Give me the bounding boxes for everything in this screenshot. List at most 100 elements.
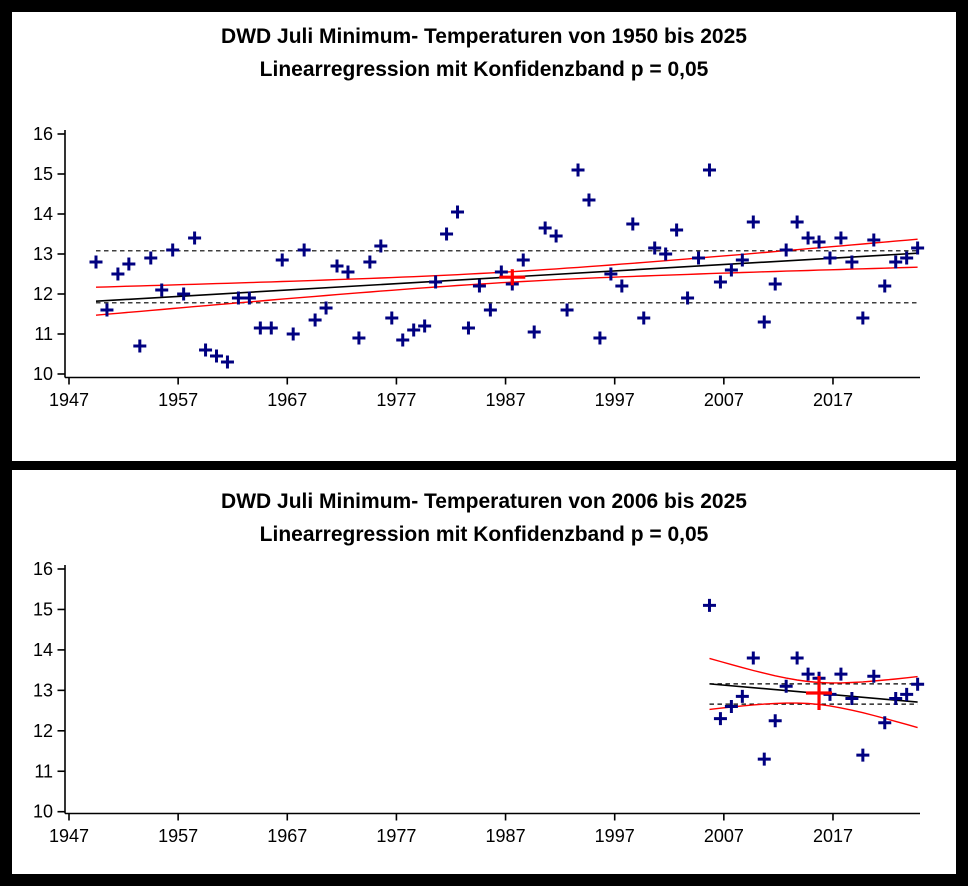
x-axis-tick-label: 1947 xyxy=(49,390,89,410)
data-point-marker xyxy=(472,279,486,293)
data-point-marker xyxy=(461,321,475,335)
data-point-marker xyxy=(166,243,180,257)
data-point-marker xyxy=(199,343,213,357)
data-point-marker xyxy=(220,355,234,369)
y-axis-tick-label: 14 xyxy=(33,204,53,224)
data-point-marker xyxy=(768,714,782,728)
data-point-marker xyxy=(374,239,388,253)
x-axis-tick-label: 1957 xyxy=(158,390,198,410)
data-point-marker xyxy=(177,287,191,301)
data-point-marker xyxy=(626,217,640,231)
data-point-marker xyxy=(659,247,673,261)
data-point-marker xyxy=(593,331,607,345)
data-point-marker xyxy=(757,315,771,329)
data-point-marker xyxy=(801,667,815,681)
data-point-marker xyxy=(297,243,311,257)
data-point-marker xyxy=(889,255,903,269)
x-axis-tick-label: 1967 xyxy=(267,826,307,846)
data-point-marker xyxy=(812,235,826,249)
data-point-marker xyxy=(363,255,377,269)
confidence-band-upper xyxy=(709,657,918,684)
data-point-marker xyxy=(308,313,322,327)
bottom-chart-subtitle: Linearregression mit Konfidenzband p = 0… xyxy=(259,523,709,546)
data-point-marker xyxy=(516,253,530,267)
top-chart-title: DWD Juli Minimum- Temperaturen von 1950 … xyxy=(221,25,747,48)
data-point-marker xyxy=(681,291,695,305)
data-point-marker xyxy=(746,215,760,229)
x-axis-tick-label: 2017 xyxy=(813,390,853,410)
confidence-band-upper xyxy=(95,238,918,288)
y-axis-tick-label: 13 xyxy=(33,680,53,700)
data-point-marker xyxy=(122,257,136,271)
data-point-marker xyxy=(724,263,738,277)
data-point-marker xyxy=(549,229,563,243)
data-point-marker xyxy=(779,679,793,693)
data-point-marker xyxy=(155,283,169,297)
data-point-marker xyxy=(407,323,421,337)
data-point-marker xyxy=(111,267,125,281)
bottom-chart-title: DWD Juli Minimum- Temperaturen von 2006 … xyxy=(221,490,747,513)
data-point-marker xyxy=(713,275,727,289)
data-point-marker xyxy=(867,669,881,683)
x-axis-tick-label: 1987 xyxy=(486,390,526,410)
bottom-chart-canvas: 10 11 12 13 14 15 16 1947 1957 1967 1977 1987 1997 20… xyxy=(33,559,925,846)
data-point-marker xyxy=(89,255,103,269)
data-point-marker xyxy=(396,333,410,347)
x-axis-tick-label: 1997 xyxy=(595,390,635,410)
data-point-marker xyxy=(418,319,432,333)
x-axis-tick-label: 2007 xyxy=(704,826,744,846)
data-point-marker xyxy=(352,331,366,345)
data-point-marker xyxy=(856,748,870,762)
data-point-marker xyxy=(242,291,256,305)
data-point-marker xyxy=(845,255,859,269)
data-point-marker xyxy=(637,311,651,325)
data-point-marker xyxy=(341,265,355,279)
data-point-marker xyxy=(889,691,903,705)
mean-cross-marker xyxy=(806,675,833,710)
data-point-marker xyxy=(713,712,727,726)
data-point-marker xyxy=(527,325,541,339)
data-point-marker xyxy=(856,311,870,325)
data-point-marker xyxy=(385,311,399,325)
data-point-marker xyxy=(867,233,881,247)
y-axis-tick-label: 15 xyxy=(33,599,53,619)
data-point-marker xyxy=(571,163,585,177)
data-point-marker xyxy=(188,231,202,245)
data-point-marker xyxy=(900,251,914,265)
data-point-marker xyxy=(275,253,289,267)
y-axis-tick-label: 16 xyxy=(33,559,53,579)
data-point-marker xyxy=(724,700,738,714)
data-point-marker xyxy=(746,651,760,665)
data-point-marker xyxy=(779,243,793,257)
x-axis-tick-label: 1997 xyxy=(595,826,635,846)
data-point-marker xyxy=(538,221,552,235)
top-chart-panel: 10 11 12 13 14 15 16 1947 1957 1967 1977 1987 1997 20… xyxy=(12,12,956,461)
data-point-marker xyxy=(702,163,716,177)
data-point-marker xyxy=(604,267,618,281)
data-point-marker xyxy=(440,227,454,241)
y-axis-tick-label: 11 xyxy=(34,324,53,344)
data-point-marker xyxy=(878,279,892,293)
data-point-marker xyxy=(253,321,267,335)
data-point-marker xyxy=(878,716,892,730)
data-point-marker xyxy=(210,349,224,363)
data-point-marker xyxy=(702,598,716,612)
data-point-marker xyxy=(790,651,804,665)
data-point-marker xyxy=(911,677,925,691)
x-axis-tick-label: 1967 xyxy=(267,390,307,410)
confidence-band-lower xyxy=(95,266,918,316)
x-axis-tick-label: 1977 xyxy=(376,390,416,410)
data-point-marker xyxy=(757,752,771,766)
y-axis-tick-label: 12 xyxy=(33,721,53,741)
data-point-marker xyxy=(560,303,574,317)
mean-cross-marker xyxy=(499,269,526,286)
data-point-marker xyxy=(144,251,158,265)
data-point-marker xyxy=(735,689,749,703)
confidence-band-lower xyxy=(709,702,918,729)
x-axis-tick-label: 1977 xyxy=(376,826,416,846)
data-point-marker xyxy=(133,339,147,353)
data-point-marker xyxy=(319,301,333,315)
y-axis-tick-label: 10 xyxy=(33,364,53,384)
data-point-marker xyxy=(264,321,278,335)
